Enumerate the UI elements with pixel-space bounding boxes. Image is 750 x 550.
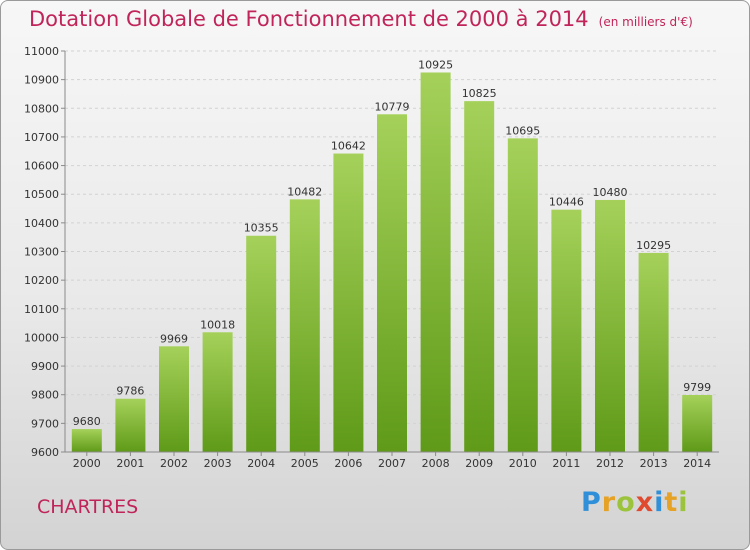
x-tick-label: 2005 [291, 457, 319, 470]
data-label: 10925 [418, 58, 453, 71]
bar [507, 138, 538, 452]
x-tick-label: 2013 [640, 457, 668, 470]
y-tick-label: 10600 [24, 160, 59, 173]
bar [420, 72, 451, 452]
data-label: 9799 [683, 381, 711, 394]
bar [333, 153, 364, 452]
bar [246, 235, 277, 452]
x-tick-label: 2004 [247, 457, 275, 470]
y-tick-label: 9800 [31, 389, 59, 402]
bar [202, 332, 233, 452]
x-axis-ticks: 2000 2001 2002 2003 2004 2005 2006 2007 2008 2009… [73, 452, 711, 470]
chart-units: (en milliers d'€) [598, 15, 693, 29]
x-tick-label: 2002 [160, 457, 188, 470]
logo-letter: x [635, 487, 655, 518]
town-name: CHARTRES [37, 496, 139, 518]
y-tick-label: 11000 [24, 45, 59, 58]
logo-letter: r [601, 487, 617, 518]
y-tick-label: 10700 [24, 131, 59, 144]
y-tick-label: 10300 [24, 246, 59, 259]
bar [638, 252, 669, 452]
x-tick-label: 2006 [334, 457, 362, 470]
y-tick-label: 10500 [24, 188, 59, 201]
data-label: 10642 [331, 140, 366, 153]
x-tick-label: 2003 [204, 457, 232, 470]
y-tick-label: 9600 [31, 446, 59, 459]
y-tick-label: 10900 [24, 74, 59, 87]
y-tick-label: 9700 [31, 417, 59, 430]
x-tick-label: 2009 [465, 457, 493, 470]
y-tick-label: 10100 [24, 303, 59, 316]
proxiti-logo: Proxiti [581, 487, 689, 518]
data-label: 10446 [549, 196, 584, 209]
y-tick-label: 10800 [24, 102, 59, 115]
data-label: 10695 [505, 124, 540, 137]
data-label: 9786 [116, 385, 144, 398]
bar [289, 199, 320, 452]
bar [464, 101, 495, 452]
y-tick-label: 10200 [24, 274, 59, 287]
y-tick-label: 10000 [24, 331, 59, 344]
x-tick-label: 2000 [73, 457, 101, 470]
logo-letter: t [664, 487, 679, 518]
bar [682, 395, 713, 452]
bar [551, 209, 582, 452]
x-tick-label: 2012 [596, 457, 624, 470]
logo-letter: P [581, 487, 602, 518]
data-label: 10480 [593, 186, 628, 199]
y-tick-label: 10400 [24, 217, 59, 230]
x-tick-label: 2008 [422, 457, 450, 470]
bar [71, 429, 102, 452]
bar [159, 346, 189, 452]
bar [115, 398, 146, 452]
data-label: 10482 [287, 185, 322, 198]
logo-letter: o [616, 487, 636, 518]
data-label: 10779 [375, 100, 410, 113]
x-tick-label: 2010 [509, 457, 537, 470]
x-tick-label: 2001 [116, 457, 144, 470]
data-label: 9680 [73, 415, 101, 428]
logo-letter: i [654, 487, 665, 518]
data-label: 10295 [636, 239, 671, 252]
bars [71, 72, 713, 452]
x-tick-label: 2011 [552, 457, 580, 470]
x-tick-label: 2007 [378, 457, 406, 470]
chart-title-text: Dotation Globale de Fonctionnement de 20… [29, 7, 589, 31]
bar [595, 199, 625, 452]
data-label: 10825 [462, 87, 497, 100]
logo-letter: i [678, 487, 689, 518]
data-label: 10355 [244, 222, 279, 235]
data-labels: 9680 9786 9969 10018 10355 10482 10642 10779 109… [73, 58, 711, 428]
data-label: 9969 [160, 332, 188, 345]
y-tick-label: 9900 [31, 360, 59, 373]
x-tick-label: 2014 [683, 457, 711, 470]
chart-title: Dotation Globale de Fonctionnement de 20… [29, 7, 693, 31]
bar [377, 114, 407, 452]
y-axis-ticks: 9600 9700 9800 9900 10000 10100 10200 10300 1040… [24, 45, 65, 459]
data-label: 10018 [200, 318, 235, 331]
